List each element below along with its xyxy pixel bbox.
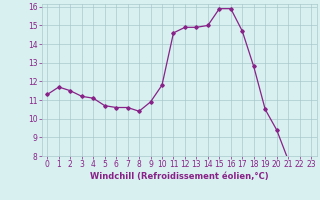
X-axis label: Windchill (Refroidissement éolien,°C): Windchill (Refroidissement éolien,°C) [90, 172, 268, 181]
